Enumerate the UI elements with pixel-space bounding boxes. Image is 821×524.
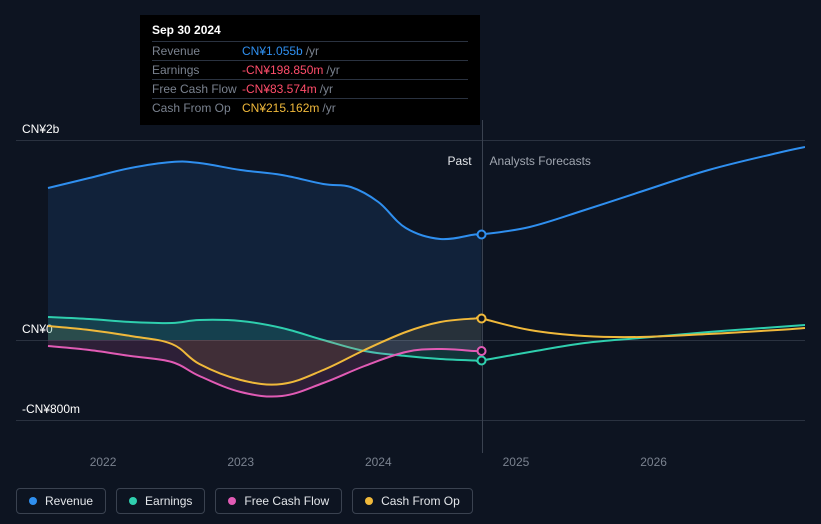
series-marker-revenue [478,231,486,239]
chart-plot [16,120,805,445]
x-axis-label: 2024 [365,455,392,469]
series-marker-earnings [478,357,486,365]
tooltip-metric-label: Revenue [152,44,242,58]
legend-label: Free Cash Flow [244,494,329,508]
tooltip-unit: /yr [320,82,333,96]
tooltip-metric-value: CN¥1.055b [242,44,303,58]
chart-container: CN¥2bCN¥0-CN¥800mPastAnalysts Forecasts2… [16,120,805,508]
tooltip-metric-label: Cash From Op [152,101,242,115]
legend-label: Revenue [45,494,93,508]
tooltip-unit: /yr [326,63,339,77]
legend-item-free-cash-flow[interactable]: Free Cash Flow [215,488,342,514]
tooltip-unit: /yr [322,101,335,115]
series-area-revenue [48,162,482,340]
chart-tooltip: Sep 30 2024 RevenueCN¥1.055b/yrEarnings-… [140,15,480,125]
series-marker-free-cash-flow [478,347,486,355]
legend-dot-icon [29,497,37,505]
tooltip-row: Earnings-CN¥198.850m/yr [152,60,468,79]
tooltip-metric-label: Free Cash Flow [152,82,242,96]
legend-label: Cash From Op [381,494,460,508]
tooltip-row: Free Cash Flow-CN¥83.574m/yr [152,79,468,98]
legend-item-revenue[interactable]: Revenue [16,488,106,514]
x-axis-label: 2025 [503,455,530,469]
x-axis-label: 2022 [90,455,117,469]
legend-dot-icon [365,497,373,505]
series-marker-cash-from-op [478,315,486,323]
tooltip-row: RevenueCN¥1.055b/yr [152,41,468,60]
legend-dot-icon [129,497,137,505]
legend: Revenue Earnings Free Cash Flow Cash From O… [16,488,473,514]
x-axis-label: 2023 [227,455,254,469]
tooltip-metric-value: -CN¥83.574m [242,82,317,96]
legend-item-earnings[interactable]: Earnings [116,488,205,514]
tooltip-row: Cash From OpCN¥215.162m/yr [152,98,468,117]
legend-dot-icon [228,497,236,505]
tooltip-metric-value: CN¥215.162m [242,101,319,115]
tooltip-metric-value: -CN¥198.850m [242,63,323,77]
tooltip-unit: /yr [306,44,319,58]
tooltip-date: Sep 30 2024 [152,23,468,37]
legend-item-cash-from-op[interactable]: Cash From Op [352,488,473,514]
tooltip-metric-label: Earnings [152,63,242,77]
x-axis-label: 2026 [640,455,667,469]
legend-label: Earnings [145,494,192,508]
